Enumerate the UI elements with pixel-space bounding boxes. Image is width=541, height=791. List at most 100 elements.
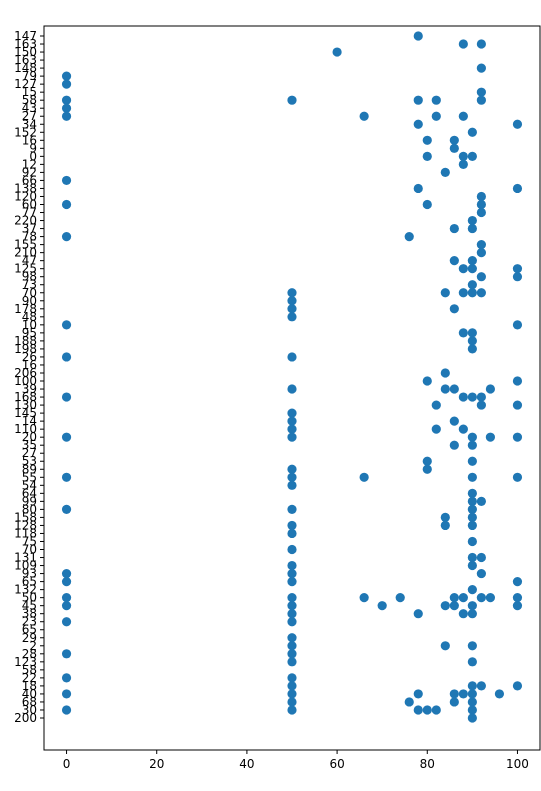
x-tick-label: 80 [420,757,435,771]
data-point [449,256,459,266]
data-point [476,87,486,97]
data-point [476,63,486,73]
data-point [287,408,297,418]
data-point [467,223,477,234]
data-point [359,593,369,603]
data-point [449,440,459,450]
y-tick-label: 9 [29,141,37,155]
data-point [287,520,297,531]
data-point [287,705,297,715]
y-tick-label: 128 [14,518,37,532]
data-point [440,520,450,531]
data-point [467,496,477,506]
data-point [359,472,369,482]
y-tick-label: 109 [14,559,37,573]
y-tick-label: 50 [22,591,37,605]
data-point [287,689,297,699]
data-point [458,593,468,603]
data-point [467,336,477,346]
data-point [467,328,477,338]
plot-area [61,31,523,723]
data-point [61,71,72,81]
data-point [422,135,432,145]
data-point [287,528,297,539]
data-point [61,617,72,627]
y-tick-label: 206 [14,366,37,380]
data-point [476,191,486,202]
y-tick-label: 45 [22,599,37,613]
data-point [61,432,72,442]
data-point [431,705,441,715]
data-point [404,231,414,242]
data-point [485,432,495,442]
data-point [467,601,477,611]
data-point [440,384,450,394]
data-point [413,31,423,41]
data-point [61,673,72,683]
x-tick-label: 40 [239,757,254,771]
x-tick-label: 100 [506,757,529,771]
y-tick-label: 73 [22,278,37,292]
data-point [440,601,450,611]
data-point [440,641,450,651]
data-point [431,400,441,410]
data-point [467,488,477,498]
data-point [512,183,523,194]
data-point [476,400,486,410]
data-point [458,689,468,699]
data-point [449,135,459,145]
y-tick-label: 80 [22,502,37,516]
data-point [287,601,297,611]
y-tick-label: 10 [22,318,37,332]
y-tick-label: 68 [22,695,37,709]
data-point [287,95,297,105]
data-point [467,392,477,402]
y-tick-label: 163 [14,37,37,51]
y-axis: 1471631501631487912715584327341521690129… [14,29,44,725]
data-point [422,376,432,386]
data-point [467,681,477,691]
data-point [422,705,432,715]
data-point [458,111,468,121]
data-point [440,512,450,523]
data-point [440,167,450,177]
y-tick-label: 27 [22,446,37,460]
data-point [512,593,523,603]
data-point [467,288,477,298]
y-tick-label: 27 [22,109,37,123]
data-point [458,609,468,619]
data-point [287,352,297,362]
data-point [287,633,297,643]
data-point [61,577,72,587]
data-point [467,520,477,531]
data-point [467,552,477,563]
y-tick-label: 65 [22,575,37,589]
data-point [467,215,477,226]
data-point [467,705,477,715]
y-tick-label: 29 [22,631,37,645]
data-point [287,560,297,571]
x-tick-label: 60 [329,757,344,771]
data-point [512,681,523,691]
data-point [61,568,72,579]
data-point [476,207,486,218]
y-tick-label: 138 [14,181,37,195]
y-tick-label: 34 [22,117,37,131]
y-tick-label: 120 [14,189,37,203]
data-point [413,609,423,619]
data-point [512,264,523,274]
data-point [512,432,523,442]
y-tick-label: 118 [14,526,37,540]
y-tick-label: 148 [14,61,37,75]
y-tick-label: 47 [22,254,37,268]
data-point [449,223,459,234]
y-tick-label: 14 [22,414,37,428]
y-tick-label: 123 [14,655,37,669]
data-point [61,593,72,603]
data-point [61,111,72,121]
data-point [449,689,459,699]
data-point [287,641,297,651]
y-tick-label: 70 [22,286,37,300]
y-tick-label: 90 [22,294,37,308]
